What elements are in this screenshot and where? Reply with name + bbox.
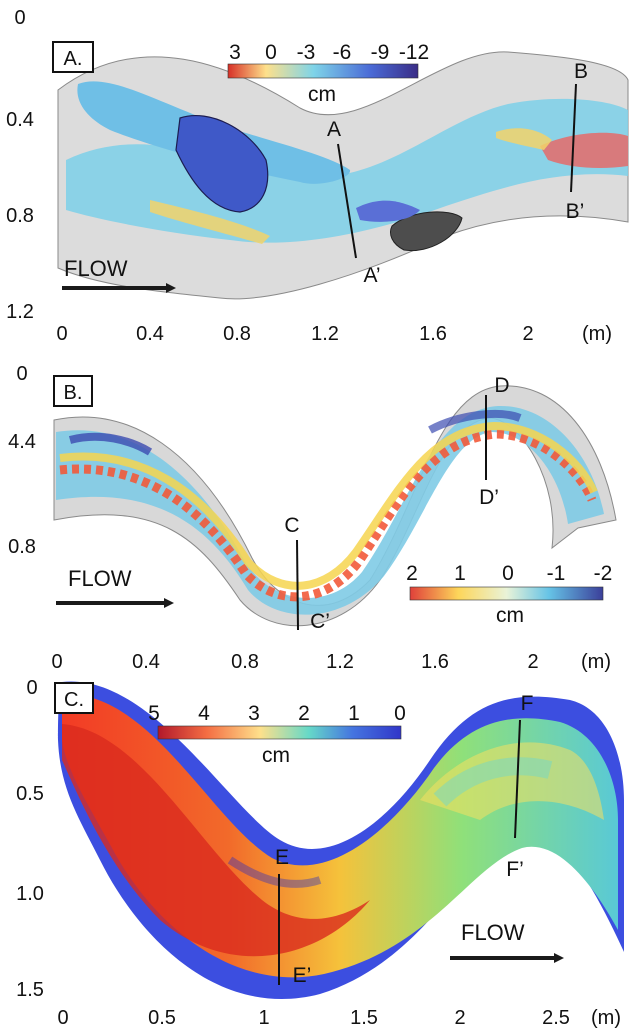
panel-a-x-tick: 1.2: [311, 323, 339, 345]
colorbar-b-tick: 2: [406, 562, 418, 585]
panel-a-y-tick: 0.8: [6, 205, 34, 227]
panel-c-colorbar: 5 4 3 2 1 0 cm: [148, 702, 406, 767]
colorbar-a-tick: -3: [297, 41, 316, 64]
panel-b: 2 1 0 -1 -2 cm B. C C’ D D’ FLOW 0 4.4 0…: [8, 363, 617, 673]
panel-c-flow: FLOW: [450, 920, 564, 963]
section-e-start: E: [275, 846, 289, 869]
panel-b-x-tick: 0.8: [231, 651, 259, 673]
section-b-start: B: [574, 60, 588, 83]
panel-a-sections: A A’ B B’: [327, 60, 588, 287]
colorbar-a-tick: -9: [371, 41, 390, 64]
panel-b-sections: C C’ D D’: [284, 374, 509, 633]
section-a-end: A’: [363, 264, 380, 287]
panel-b-map: [53, 385, 617, 627]
panel-a-x-tick: 2: [522, 323, 533, 345]
panel-b-x-tick: 0: [51, 651, 62, 673]
colorbar-a-tick: 0: [265, 41, 277, 64]
panel-b-y-tick: 0.8: [8, 536, 36, 558]
panel-b-tag-text: B.: [64, 382, 83, 404]
panel-a-y-tick: 1.2: [6, 301, 34, 323]
panel-b-flow-label: FLOW: [68, 566, 132, 591]
colorbar-b-tick: -1: [547, 562, 566, 585]
colorbar-c-tick: 3: [248, 702, 260, 725]
section-e-end: E’: [293, 964, 312, 987]
panel-a-x-unit: (m): [582, 323, 612, 345]
panel-c-y-axis: 0 0.5 1.0 1.5: [16, 677, 44, 1001]
section-a-line: [337, 143, 357, 259]
panel-b-x-tick: 1.6: [421, 651, 449, 673]
panel-a-tag-text: A.: [64, 48, 83, 70]
colorbar-a-tick: 3: [229, 41, 241, 64]
panel-c: 5 4 3 2 1 0 cm C. E E’ F F’ FLOW 0 0.5 1…: [16, 677, 624, 1029]
panel-a-x-tick: 0: [56, 323, 67, 345]
panel-c-tag-text: C.: [64, 689, 84, 711]
panel-b-colorbar: 2 1 0 -1 -2 cm: [406, 562, 612, 627]
colorbar-a-tick: -6: [333, 41, 352, 64]
panel-b-tag: B.: [53, 375, 93, 407]
panel-c-tag: C.: [54, 682, 94, 714]
section-c-end: C’: [310, 610, 330, 633]
panel-a-colorbar: 3 0 -3 -6 -9 -12 cm: [227, 41, 429, 106]
panel-b-x-tick: 2: [527, 651, 538, 673]
colorbar-c-tick: 4: [198, 702, 210, 725]
panel-a-tag: A.: [52, 41, 94, 73]
colorbar-c-unit: cm: [262, 744, 290, 767]
colorbar-c-tick: 1: [348, 702, 360, 725]
colorbar-b-unit: cm: [496, 604, 524, 627]
section-b-line: [570, 83, 577, 193]
section-c-start: C: [284, 514, 299, 537]
colorbar-c-tick: 0: [394, 702, 406, 725]
section-d-start: D: [494, 374, 509, 397]
colorbar-c-tick: 5: [148, 702, 160, 725]
panel-c-x-tick: 0.5: [148, 1007, 176, 1029]
colorbar-b-tick: 0: [502, 562, 514, 585]
section-b-end: B’: [566, 200, 585, 223]
panel-b-y-tick: 0: [16, 363, 27, 385]
panel-b-x-axis: 0 0.4 0.8 1.2 1.6 2 (m): [51, 651, 611, 673]
panel-a: 3 0 -3 -6 -9 -12 cm A. A A’ B B’ FLOW 0 …: [6, 7, 629, 345]
section-a-start: A: [327, 118, 341, 141]
panel-c-y-tick: 0: [26, 677, 37, 699]
panel-c-x-axis: 0 0.5 1 1.5 2 2.5 (m): [57, 1007, 621, 1029]
panel-b-y-tick: 4.4: [8, 431, 36, 453]
panel-c-x-tick: 1.5: [350, 1007, 378, 1029]
panel-b-flow: FLOW: [56, 566, 174, 608]
panel-c-x-unit: (m): [591, 1007, 621, 1029]
panel-c-flow-label: FLOW: [461, 920, 525, 945]
panel-c-y-tick: 1.5: [16, 979, 44, 1001]
panel-c-sections: E E’ F F’: [275, 692, 533, 987]
panel-c-map: [58, 681, 624, 999]
panel-b-y-axis: 0 4.4 0.8: [8, 363, 36, 558]
colorbar-b-tick: -2: [594, 562, 613, 585]
panel-a-x-tick: 0.8: [223, 323, 251, 345]
panel-a-y-tick: 0: [14, 7, 25, 29]
panel-c-x-tick: 2.5: [542, 1007, 570, 1029]
panel-b-x-tick: 0.4: [132, 651, 160, 673]
colorbar-c-tick: 2: [298, 702, 310, 725]
panel-a-x-tick: 1.6: [419, 323, 447, 345]
panel-c-x-tick: 1: [258, 1007, 269, 1029]
panel-c-y-tick: 1.0: [16, 883, 44, 905]
panel-c-x-tick: 2: [454, 1007, 465, 1029]
section-c-line: [296, 539, 299, 631]
section-d-end: D’: [479, 486, 499, 509]
panel-a-flow-label: FLOW: [64, 256, 128, 281]
colorbar-b-tick: 1: [454, 562, 466, 585]
panel-a-y-axis: 0 0.4 0.8 1.2: [6, 7, 34, 323]
section-f-line: [514, 719, 521, 839]
panel-a-flow: FLOW: [62, 256, 176, 293]
panel-b-x-tick: 1.2: [326, 651, 354, 673]
colorbar-a-unit: cm: [308, 83, 336, 106]
panel-a-x-tick: 0.4: [136, 323, 164, 345]
section-f-end: F’: [506, 858, 524, 881]
panel-b-x-unit: (m): [581, 651, 611, 673]
section-f-start: F: [521, 692, 534, 715]
panel-a-y-tick: 0.4: [6, 109, 34, 131]
panel-c-y-tick: 0.5: [16, 783, 44, 805]
panel-a-x-axis: 0 0.4 0.8 1.2 1.6 2 (m): [56, 323, 612, 345]
colorbar-a-tick: -12: [399, 41, 429, 64]
panel-c-x-tick: 0: [57, 1007, 68, 1029]
